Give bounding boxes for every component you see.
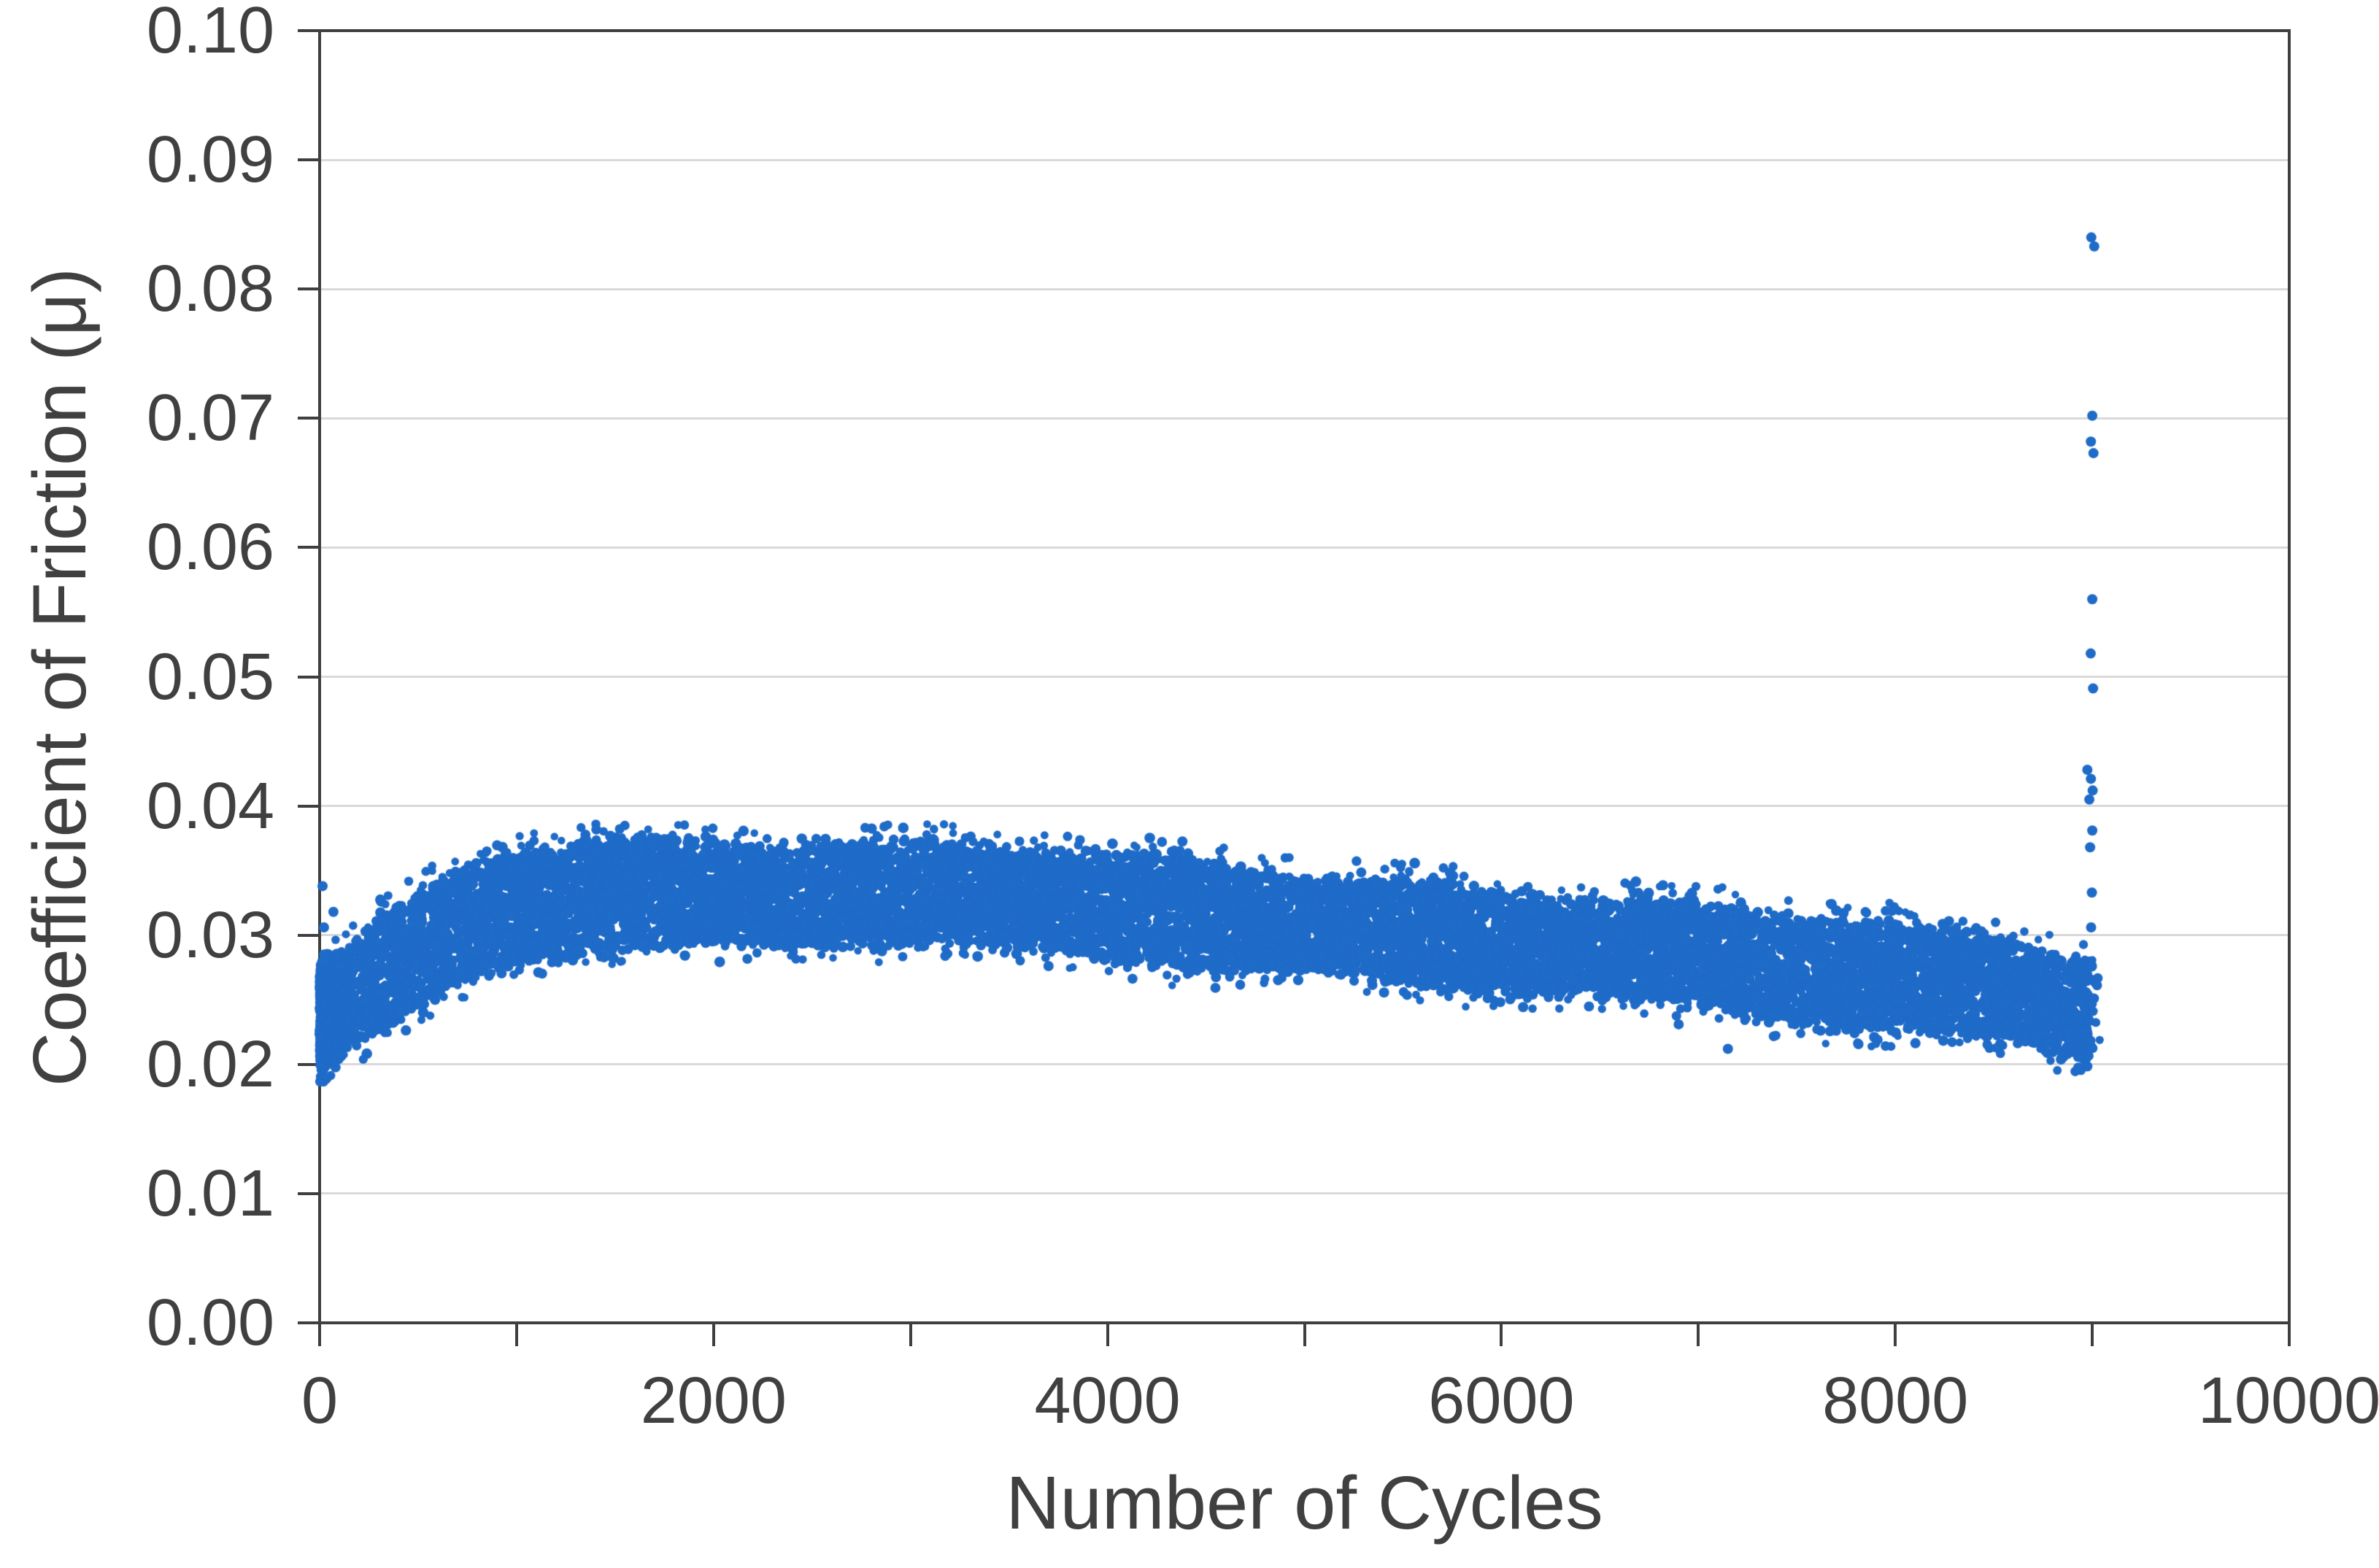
y-gridline: [320, 676, 2289, 678]
x-axis-title: Number of Cycles: [1006, 1461, 1603, 1545]
x-tick: [909, 1323, 912, 1346]
y-tick: [298, 287, 320, 291]
x-tick-label: 10000: [2197, 1364, 2379, 1437]
y-tick-label: 0.01: [146, 1156, 274, 1230]
x-tick-label: 0: [301, 1364, 339, 1437]
x-tick: [2288, 1323, 2291, 1346]
y-tick-label: 0.02: [146, 1027, 274, 1101]
y-tick-label: 0.09: [146, 123, 274, 197]
y-tick: [298, 1192, 320, 1195]
y-axis-title: Coefficient of Friction (μ): [18, 267, 101, 1086]
y-tick-label: 0.07: [146, 382, 274, 455]
x-tick: [1894, 1323, 1897, 1346]
x-tick: [1303, 1323, 1306, 1346]
y-gridline: [320, 1192, 2289, 1195]
y-gridline: [320, 158, 2289, 161]
plot-border-right: [2288, 31, 2291, 1323]
y-tick-label: 0.10: [146, 0, 274, 67]
y-tick: [298, 804, 320, 808]
x-tick: [318, 1323, 321, 1346]
y-tick: [298, 1062, 320, 1066]
y-tick-label: 0.00: [146, 1286, 274, 1359]
y-tick: [298, 1321, 320, 1324]
y-gridline: [320, 287, 2289, 290]
y-tick-label: 0.06: [146, 511, 274, 584]
y-tick: [298, 158, 320, 162]
y-tick: [298, 933, 320, 937]
x-tick: [1500, 1323, 1503, 1346]
y-tick-label: 0.03: [146, 898, 274, 972]
y-gridline: [320, 805, 2289, 808]
y-tick-label: 0.08: [146, 252, 274, 326]
x-tick: [2091, 1323, 2094, 1346]
x-tick-label: 8000: [1822, 1364, 1969, 1437]
x-tick-label: 2000: [640, 1364, 787, 1437]
y-tick: [298, 546, 320, 549]
y-tick: [298, 675, 320, 679]
y-tick-label: 0.04: [146, 769, 274, 843]
y-tick: [298, 417, 320, 420]
x-tick-label: 6000: [1428, 1364, 1575, 1437]
x-tick: [514, 1323, 518, 1346]
y-axis-line: [318, 31, 321, 1346]
plot-border-top: [318, 29, 2291, 32]
y-gridline: [320, 546, 2289, 549]
y-tick-label: 0.05: [146, 640, 274, 714]
x-tick: [712, 1323, 715, 1346]
x-tick: [1697, 1323, 1700, 1346]
y-tick: [298, 29, 320, 32]
y-gridline: [320, 417, 2289, 420]
y-gridline: [320, 934, 2289, 937]
y-gridline: [320, 1063, 2289, 1066]
x-tick: [1106, 1323, 1109, 1346]
x-tick-label: 4000: [1034, 1364, 1181, 1437]
